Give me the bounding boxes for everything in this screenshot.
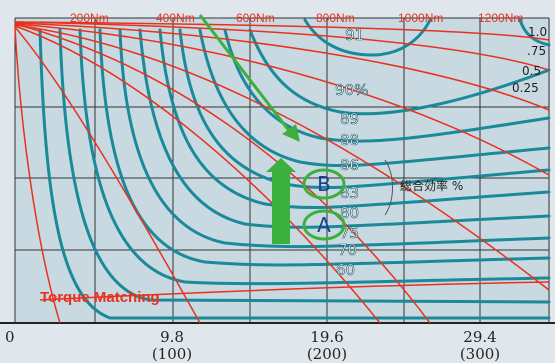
efficiency-label: 60 — [336, 261, 355, 279]
x-tick-sublabel: (300) — [460, 345, 500, 363]
efficiency-label: 88 — [340, 131, 359, 149]
efficiency-label: 90% — [335, 81, 368, 99]
x-tick-label: 9.8 — [160, 328, 184, 346]
chart-title: Torque Matching — [40, 289, 160, 306]
efficiency-axis-label: 総合効率 % — [400, 178, 463, 193]
torque-curve — [14, 27, 61, 324]
torque-curves — [14, 21, 550, 324]
bracket — [384, 159, 393, 216]
efficiency-label: 89 — [340, 110, 359, 128]
labels: 200Nm 400Nm 600Nm 800Nm 1000Nm 1200Nm 91 90% 89 8… — [5, 11, 547, 363]
green-diagonal-arrow-head — [282, 124, 300, 142]
point-a-label: A — [317, 213, 331, 237]
green-arrow-head — [266, 158, 296, 172]
markers: BA — [198, 14, 346, 244]
torque-label: 200Nm — [70, 11, 109, 25]
efficiency-label: 80 — [340, 204, 359, 222]
point-b-label: B — [317, 172, 331, 196]
x-tick-sublabel: (200) — [307, 345, 347, 363]
point-b-circle — [302, 168, 346, 200]
efficiency-curve — [78, 28, 551, 286]
torque-label: 1000Nm — [398, 11, 443, 25]
efficiency-curve — [158, 28, 551, 210]
efficiency-label: 91 — [345, 26, 364, 44]
x-tick-label: 19.6 — [310, 328, 343, 346]
efficiency-label: 86 — [340, 156, 359, 174]
efficiency-curve — [138, 28, 551, 229]
torque-curve — [14, 26, 201, 324]
green-diagonal-arrow — [198, 14, 292, 133]
x-tick-sublabel: (100) — [152, 345, 192, 363]
efficiency-curve — [248, 28, 551, 116]
torque-curve — [14, 22, 550, 111]
torque-label: 1200Nm — [478, 11, 523, 25]
ratio-label: .75 — [527, 44, 546, 58]
torque-curve — [14, 21, 550, 71]
torque-curve — [14, 25, 381, 324]
torque-curve — [14, 21, 550, 41]
ratio-label: 1.0 — [528, 25, 547, 39]
efficiency-curve — [38, 28, 551, 320]
green-arrow-shaft — [272, 172, 290, 244]
ratio-label: 0.25 — [512, 81, 539, 95]
efficiency-curve — [198, 28, 551, 168]
efficiency-curve — [118, 28, 551, 249]
torque-label: 600Nm — [236, 11, 275, 25]
efficiency-curve — [303, 18, 432, 57]
ratio-label: 0.5 — [522, 64, 541, 78]
efficiency-label: 70 — [338, 241, 357, 259]
x-tick-label: 29.4 — [463, 328, 496, 346]
torque-curve — [14, 24, 550, 291]
x-tick-label: 0 — [5, 328, 15, 346]
torque-curve — [14, 23, 431, 324]
point-a-circle — [302, 209, 346, 241]
torque-curve — [39, 281, 550, 301]
efficiency-curve — [98, 28, 551, 267]
torque-curve — [14, 23, 550, 176]
torque-label: 400Nm — [156, 11, 195, 25]
torque-label: 800Nm — [316, 11, 355, 25]
